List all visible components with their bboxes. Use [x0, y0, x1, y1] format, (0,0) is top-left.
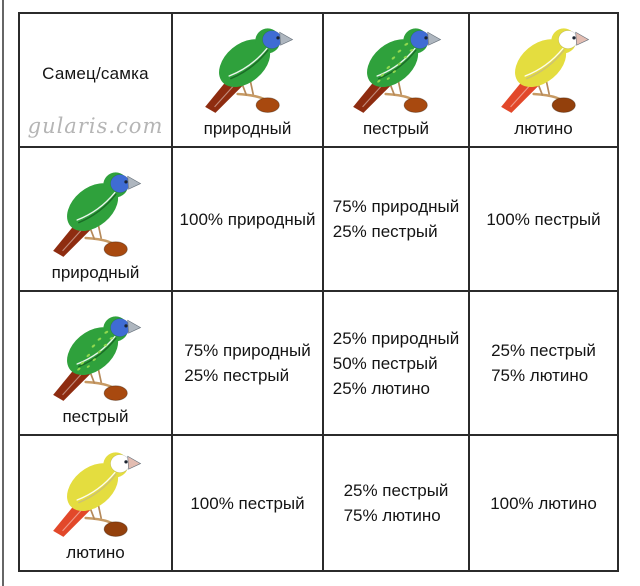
parrot-finch-illustration: [52, 316, 141, 401]
column-header-label: природный: [203, 119, 292, 138]
result-cell: 75% природный 25% пестрый: [173, 292, 324, 436]
result-line: 75% природный: [184, 341, 311, 360]
bird-lutino: [486, 22, 602, 118]
result-line: 50% пестрый: [332, 353, 438, 373]
result-line: 75% лютино: [491, 366, 589, 385]
result-line: 100% пестрый: [190, 493, 305, 513]
result-line: 75% лютино: [343, 506, 441, 525]
result-line: 25% пестрый: [343, 481, 449, 500]
row-header-label: природный: [51, 263, 140, 282]
watermark-text: gularis.com: [27, 114, 164, 138]
row-header-label: лютино: [66, 543, 125, 562]
parrot-finch-illustration: [52, 452, 141, 537]
bird-pied: [38, 310, 154, 406]
parrot-finch-illustration: [52, 172, 141, 257]
genetics-cross-table: Самец/самка gularis.com: [18, 12, 619, 572]
left-edge-artifact-line: [2, 0, 4, 586]
result-cell: 100% пестрый: [173, 436, 324, 570]
column-header-lutino: лютино: [470, 14, 617, 148]
result-line: 100% пестрый: [486, 209, 601, 229]
bird-pied: [338, 22, 454, 118]
column-header-pied: пестрый: [324, 14, 470, 148]
result-line: 25% пестрый: [184, 366, 290, 385]
corner-header-cell: Самец/самка gularis.com: [20, 14, 173, 148]
row-header-lutino: лютино: [20, 436, 173, 570]
row-header-pied: пестрый: [20, 292, 173, 436]
result-line: 75% природный: [332, 197, 460, 216]
row-header-natural: природный: [20, 148, 173, 292]
parrot-finch-illustration: [500, 28, 589, 113]
parrot-finch-illustration: [353, 28, 442, 113]
result-cell: 25% пестрый 75% лютино: [324, 436, 470, 570]
corner-label: Самец/самка: [42, 64, 149, 83]
result-cell: 75% природный 25% пестрый: [324, 148, 470, 292]
result-cell: 100% лютино: [470, 436, 617, 570]
row-header-label: пестрый: [62, 407, 129, 426]
result-cell: 100% пестрый: [470, 148, 617, 292]
column-header-label: лютино: [514, 119, 573, 138]
result-line: 25% природный: [332, 328, 460, 348]
result-cell: 25% пестрый 75% лютино: [470, 292, 617, 436]
result-cell: 25% природный 50% пестрый 25% лютино: [324, 292, 470, 436]
column-header-label: пестрый: [362, 119, 430, 138]
result-line: 100% лютино: [490, 493, 597, 513]
parrot-finch-illustration: [204, 28, 293, 113]
column-header-natural: природный: [173, 14, 324, 148]
bird-natural: [38, 166, 154, 262]
result-line: 100% природный: [179, 209, 316, 229]
result-line: 25% пестрый: [491, 341, 596, 360]
result-line: 25% лютино: [332, 378, 430, 398]
result-cell: 100% природный: [173, 148, 324, 292]
result-line: 25% пестрый: [332, 222, 438, 241]
bird-lutino: [38, 446, 154, 542]
bird-natural: [190, 22, 306, 118]
